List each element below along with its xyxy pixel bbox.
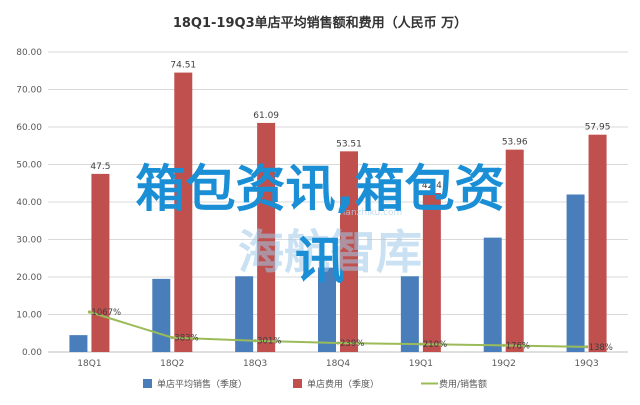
ratio-line-point	[419, 342, 423, 346]
bar	[566, 194, 585, 352]
ratio-line	[87, 310, 589, 349]
y-tick-label: 60.00	[16, 123, 42, 133]
y-tick-label: 80.00	[16, 48, 42, 58]
legend-swatch	[143, 379, 152, 388]
bar-data-label: 42.4	[422, 181, 442, 191]
ratio-line-point	[87, 310, 92, 314]
watermark-subtext: Tianzhiku.com	[337, 208, 403, 218]
line-data-label: 1067%	[91, 308, 121, 318]
x-category-label: 18Q1	[77, 359, 101, 369]
x-category-label: 19Q2	[492, 359, 516, 369]
legend: 单店平均销售（季度） 单店费用（季度） 费用/销售额	[143, 378, 487, 390]
y-tick-label: 50.00	[16, 161, 42, 171]
bar	[588, 134, 607, 352]
x-category-label: 19Q1	[409, 359, 433, 369]
legend-label: 单店费用（季度）	[307, 378, 379, 390]
bar-data-label: 74.51	[170, 61, 196, 71]
y-tick-label: 10.00	[16, 311, 42, 321]
bar	[340, 151, 358, 352]
bar	[483, 237, 502, 352]
bar-data-label: 47.5	[90, 162, 110, 172]
y-tick-label: 30.00	[16, 236, 42, 246]
y-tick-label: 0.00	[22, 348, 42, 358]
legend-label: 费用/销售额	[439, 378, 487, 390]
watermark-text: 海航智库	[238, 225, 422, 279]
bar	[174, 72, 193, 353]
y-tick-label: 20.00	[16, 273, 42, 283]
bar	[400, 276, 419, 352]
ratio-line-point	[584, 345, 589, 349]
bar	[422, 193, 441, 352]
x-category-label: 18Q4	[326, 359, 351, 369]
overlay-text-line1: 箱包资讯,箱包资	[136, 160, 505, 218]
line-data-label: 210%	[423, 340, 447, 350]
data-labels: 47.5 74.51 61.09 53.51 42.4 53.96 57.95 1067% 38…	[90, 61, 612, 353]
legend-label: 单店平均销售（季度）	[157, 378, 247, 390]
x-category-label: 18Q2	[160, 359, 184, 369]
x-category-label: 19Q3	[574, 359, 598, 369]
bar	[69, 335, 88, 352]
line-data-label: 383%	[174, 334, 198, 344]
ratio-line-point	[502, 343, 506, 347]
bar	[257, 122, 276, 352]
bar	[91, 173, 110, 352]
line-data-label: 301%	[257, 337, 281, 347]
gridlines	[48, 51, 628, 353]
y-axis-ticks: 0.00 10.00 20.00 30.00 40.00 50.00 60.00 70.00 8…	[16, 48, 42, 358]
bar	[318, 267, 336, 352]
bar	[152, 278, 171, 352]
bar	[505, 149, 524, 352]
overlay-text-line2: 讯	[295, 232, 345, 290]
chart-title: 18Q1-19Q3单店平均销售额和费用（人民币 万）	[173, 15, 467, 31]
line-data-label: 138%	[589, 343, 613, 353]
line-data-label: 239%	[340, 339, 364, 349]
line-data-label: 176%	[506, 341, 530, 351]
x-category-label: 18Q3	[243, 359, 267, 369]
ratio-line-point	[170, 336, 174, 340]
ratio-line-point	[253, 339, 257, 343]
bars	[69, 72, 607, 353]
y-tick-label: 70.00	[16, 86, 42, 96]
legend-swatch	[293, 379, 302, 388]
bar-data-label: 53.51	[336, 139, 362, 149]
bar-data-label: 57.95	[585, 123, 611, 133]
bar	[235, 276, 254, 352]
bar-data-label: 61.09	[253, 111, 279, 121]
x-axis-categories: 18Q1 18Q2 18Q3 18Q4 19Q1 19Q2 19Q3	[77, 359, 598, 369]
y-tick-label: 40.00	[16, 198, 42, 208]
bar-data-label: 53.96	[502, 138, 528, 148]
ratio-line-point	[336, 341, 340, 345]
